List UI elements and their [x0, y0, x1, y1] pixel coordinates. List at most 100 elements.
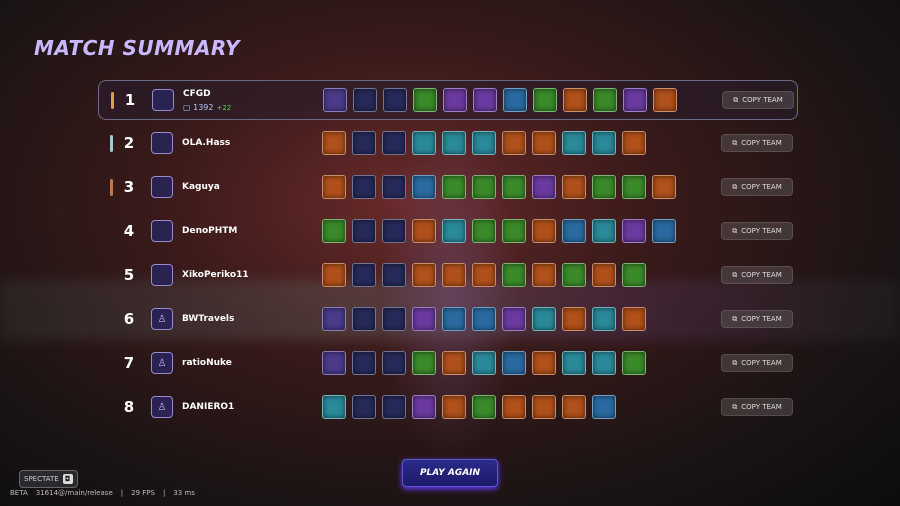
unit-tile[interactable]	[593, 88, 617, 112]
unit-tile[interactable]	[653, 88, 677, 112]
copy-team-button[interactable]: ⧉ COPY TEAM	[722, 91, 794, 109]
unit-tile[interactable]	[352, 131, 376, 155]
unit-tile[interactable]	[503, 88, 527, 112]
unit-tile[interactable]	[412, 131, 436, 155]
unit-tile[interactable]	[442, 307, 466, 331]
unit-tile[interactable]	[412, 175, 436, 199]
unit-tile[interactable]	[412, 351, 436, 375]
copy-team-button[interactable]: ⧉ COPY TEAM	[721, 134, 793, 152]
unit-tile[interactable]	[442, 131, 466, 155]
copy-team-button[interactable]: ⧉ COPY TEAM	[721, 178, 793, 196]
unit-tile[interactable]	[652, 219, 676, 243]
copy-team-button[interactable]: ⧉ COPY TEAM	[721, 398, 793, 416]
unit-tile[interactable]	[382, 175, 406, 199]
copy-team-button[interactable]: ⧉ COPY TEAM	[721, 354, 793, 372]
unit-tile[interactable]	[442, 395, 466, 419]
unit-tile[interactable]	[502, 131, 526, 155]
unit-tile[interactable]	[382, 395, 406, 419]
unit-tile[interactable]	[502, 175, 526, 199]
unit-tile[interactable]	[592, 307, 616, 331]
unit-tile[interactable]	[622, 219, 646, 243]
unit-tile[interactable]	[532, 263, 556, 287]
unit-tile[interactable]	[413, 88, 437, 112]
unit-tile[interactable]	[352, 175, 376, 199]
unit-tile[interactable]	[592, 263, 616, 287]
unit-tile[interactable]	[322, 175, 346, 199]
unit-tile[interactable]	[322, 351, 346, 375]
unit-tile[interactable]	[592, 175, 616, 199]
unit-tile[interactable]	[532, 395, 556, 419]
unit-tile[interactable]	[412, 395, 436, 419]
unit-tile[interactable]	[472, 175, 496, 199]
unit-tile[interactable]	[442, 175, 466, 199]
unit-tile[interactable]	[562, 219, 586, 243]
unit-tile[interactable]	[562, 175, 586, 199]
unit-tile[interactable]	[532, 307, 556, 331]
unit-tile[interactable]	[472, 395, 496, 419]
unit-tile[interactable]	[472, 263, 496, 287]
unit-tile[interactable]	[442, 263, 466, 287]
unit-tile[interactable]	[532, 351, 556, 375]
unit-tile[interactable]	[412, 263, 436, 287]
unit-tile[interactable]	[562, 395, 586, 419]
unit-tile[interactable]	[562, 131, 586, 155]
unit-tile[interactable]	[592, 219, 616, 243]
play-again-button[interactable]: PLAY AGAIN	[402, 459, 498, 487]
unit-tile[interactable]	[382, 131, 406, 155]
unit-tile[interactable]	[382, 307, 406, 331]
spectate-button[interactable]: SPECTATE ◘	[19, 470, 78, 488]
unit-tile[interactable]	[562, 351, 586, 375]
unit-tile[interactable]	[622, 131, 646, 155]
unit-tile[interactable]	[352, 263, 376, 287]
unit-tile[interactable]	[622, 351, 646, 375]
unit-tile[interactable]	[322, 307, 346, 331]
unit-tile[interactable]	[323, 88, 347, 112]
unit-tile[interactable]	[592, 351, 616, 375]
unit-tile[interactable]	[533, 88, 557, 112]
unit-tile[interactable]	[322, 263, 346, 287]
unit-tile[interactable]	[622, 175, 646, 199]
unit-tile[interactable]	[322, 395, 346, 419]
unit-tile[interactable]	[382, 351, 406, 375]
unit-tile[interactable]	[472, 351, 496, 375]
unit-tile[interactable]	[472, 307, 496, 331]
unit-tile[interactable]	[502, 395, 526, 419]
unit-tile[interactable]	[352, 307, 376, 331]
unit-tile[interactable]	[322, 219, 346, 243]
unit-tile[interactable]	[592, 131, 616, 155]
unit-tile[interactable]	[532, 219, 556, 243]
unit-tile[interactable]	[652, 175, 676, 199]
unit-tile[interactable]	[532, 131, 556, 155]
copy-team-button[interactable]: ⧉ COPY TEAM	[721, 222, 793, 240]
unit-tile[interactable]	[442, 351, 466, 375]
unit-tile[interactable]	[412, 307, 436, 331]
unit-tile[interactable]	[562, 307, 586, 331]
unit-tile[interactable]	[322, 131, 346, 155]
unit-tile[interactable]	[352, 395, 376, 419]
unit-tile[interactable]	[472, 219, 496, 243]
unit-tile[interactable]	[352, 219, 376, 243]
copy-team-button[interactable]: ⧉ COPY TEAM	[721, 266, 793, 284]
copy-team-button[interactable]: ⧉ COPY TEAM	[721, 310, 793, 328]
unit-tile[interactable]	[622, 307, 646, 331]
unit-tile[interactable]	[353, 88, 377, 112]
unit-tile[interactable]	[443, 88, 467, 112]
unit-tile[interactable]	[442, 219, 466, 243]
unit-tile[interactable]	[382, 263, 406, 287]
unit-tile[interactable]	[562, 263, 586, 287]
unit-tile[interactable]	[502, 351, 526, 375]
unit-tile[interactable]	[352, 351, 376, 375]
unit-tile[interactable]	[623, 88, 647, 112]
unit-tile[interactable]	[502, 219, 526, 243]
unit-tile[interactable]	[622, 263, 646, 287]
unit-tile[interactable]	[382, 219, 406, 243]
unit-tile[interactable]	[502, 307, 526, 331]
unit-tile[interactable]	[592, 395, 616, 419]
unit-tile[interactable]	[473, 88, 497, 112]
unit-tile[interactable]	[472, 131, 496, 155]
unit-tile[interactable]	[532, 175, 556, 199]
unit-tile[interactable]	[563, 88, 587, 112]
unit-tile[interactable]	[412, 219, 436, 243]
unit-tile[interactable]	[502, 263, 526, 287]
unit-tile[interactable]	[383, 88, 407, 112]
